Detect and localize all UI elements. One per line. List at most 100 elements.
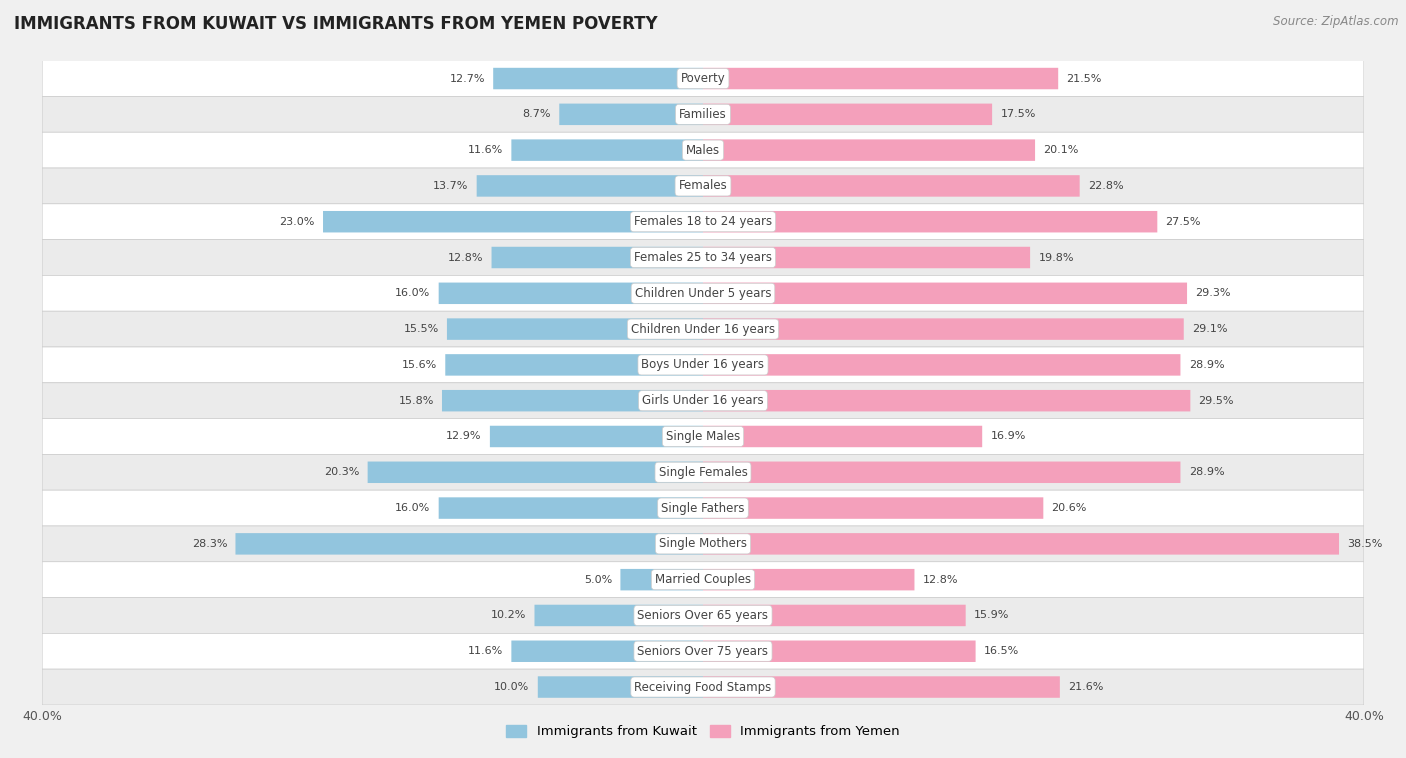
FancyBboxPatch shape (42, 490, 1364, 526)
FancyBboxPatch shape (477, 175, 703, 196)
Text: 10.2%: 10.2% (491, 610, 526, 621)
FancyBboxPatch shape (42, 132, 1364, 168)
Text: 16.0%: 16.0% (395, 503, 430, 513)
Text: Source: ZipAtlas.com: Source: ZipAtlas.com (1274, 15, 1399, 28)
Text: IMMIGRANTS FROM KUWAIT VS IMMIGRANTS FROM YEMEN POVERTY: IMMIGRANTS FROM KUWAIT VS IMMIGRANTS FRO… (14, 15, 658, 33)
Text: Females: Females (679, 180, 727, 193)
FancyBboxPatch shape (703, 354, 1181, 376)
Text: Single Males: Single Males (666, 430, 740, 443)
Text: 5.0%: 5.0% (583, 575, 612, 584)
FancyBboxPatch shape (42, 562, 1364, 597)
Text: 8.7%: 8.7% (523, 109, 551, 119)
Text: Receiving Food Stamps: Receiving Food Stamps (634, 681, 772, 694)
Text: Children Under 16 years: Children Under 16 years (631, 323, 775, 336)
Text: Girls Under 16 years: Girls Under 16 years (643, 394, 763, 407)
FancyBboxPatch shape (42, 383, 1364, 418)
FancyBboxPatch shape (42, 634, 1364, 669)
FancyBboxPatch shape (489, 426, 703, 447)
FancyBboxPatch shape (323, 211, 703, 233)
Text: 12.8%: 12.8% (447, 252, 484, 262)
FancyBboxPatch shape (492, 247, 703, 268)
FancyBboxPatch shape (42, 275, 1364, 312)
Text: 19.8%: 19.8% (1039, 252, 1074, 262)
Text: 28.3%: 28.3% (191, 539, 228, 549)
FancyBboxPatch shape (703, 569, 914, 590)
Text: 20.3%: 20.3% (323, 467, 360, 478)
FancyBboxPatch shape (367, 462, 703, 483)
Text: Married Couples: Married Couples (655, 573, 751, 586)
Text: 16.9%: 16.9% (990, 431, 1026, 441)
FancyBboxPatch shape (446, 354, 703, 376)
FancyBboxPatch shape (42, 454, 1364, 490)
Text: 15.8%: 15.8% (398, 396, 433, 406)
FancyBboxPatch shape (42, 168, 1364, 204)
FancyBboxPatch shape (534, 605, 703, 626)
Text: 17.5%: 17.5% (1001, 109, 1036, 119)
FancyBboxPatch shape (703, 641, 976, 662)
Text: 15.9%: 15.9% (974, 610, 1010, 621)
Text: Single Fathers: Single Fathers (661, 502, 745, 515)
Text: Children Under 5 years: Children Under 5 years (634, 287, 772, 300)
FancyBboxPatch shape (703, 247, 1031, 268)
Text: 20.1%: 20.1% (1043, 145, 1078, 155)
FancyBboxPatch shape (512, 641, 703, 662)
Text: 29.1%: 29.1% (1192, 324, 1227, 334)
Text: Males: Males (686, 143, 720, 157)
FancyBboxPatch shape (703, 67, 1059, 89)
FancyBboxPatch shape (703, 533, 1339, 555)
FancyBboxPatch shape (620, 569, 703, 590)
Text: 28.9%: 28.9% (1188, 467, 1225, 478)
FancyBboxPatch shape (703, 139, 1035, 161)
Text: 10.0%: 10.0% (495, 682, 530, 692)
Text: 15.5%: 15.5% (404, 324, 439, 334)
FancyBboxPatch shape (703, 318, 1184, 340)
Text: 16.0%: 16.0% (395, 288, 430, 299)
Text: 29.3%: 29.3% (1195, 288, 1230, 299)
Text: 20.6%: 20.6% (1052, 503, 1087, 513)
Text: 38.5%: 38.5% (1347, 539, 1382, 549)
Text: 11.6%: 11.6% (468, 145, 503, 155)
Text: 21.5%: 21.5% (1066, 74, 1102, 83)
FancyBboxPatch shape (441, 390, 703, 412)
FancyBboxPatch shape (447, 318, 703, 340)
FancyBboxPatch shape (560, 104, 703, 125)
FancyBboxPatch shape (703, 104, 993, 125)
Text: Single Mothers: Single Mothers (659, 537, 747, 550)
FancyBboxPatch shape (703, 211, 1157, 233)
Legend: Immigrants from Kuwait, Immigrants from Yemen: Immigrants from Kuwait, Immigrants from … (501, 719, 905, 744)
Text: 11.6%: 11.6% (468, 647, 503, 656)
FancyBboxPatch shape (703, 175, 1080, 196)
FancyBboxPatch shape (42, 418, 1364, 454)
Text: 22.8%: 22.8% (1088, 181, 1123, 191)
Text: Females 25 to 34 years: Females 25 to 34 years (634, 251, 772, 264)
Text: 29.5%: 29.5% (1198, 396, 1234, 406)
FancyBboxPatch shape (703, 605, 966, 626)
Text: Boys Under 16 years: Boys Under 16 years (641, 359, 765, 371)
Text: 28.9%: 28.9% (1188, 360, 1225, 370)
FancyBboxPatch shape (703, 426, 983, 447)
FancyBboxPatch shape (42, 96, 1364, 132)
FancyBboxPatch shape (703, 462, 1181, 483)
FancyBboxPatch shape (512, 139, 703, 161)
FancyBboxPatch shape (42, 526, 1364, 562)
FancyBboxPatch shape (439, 283, 703, 304)
FancyBboxPatch shape (42, 312, 1364, 347)
Text: 15.6%: 15.6% (402, 360, 437, 370)
FancyBboxPatch shape (42, 240, 1364, 275)
FancyBboxPatch shape (42, 597, 1364, 634)
Text: 21.6%: 21.6% (1069, 682, 1104, 692)
Text: 16.5%: 16.5% (984, 647, 1019, 656)
Text: Females 18 to 24 years: Females 18 to 24 years (634, 215, 772, 228)
Text: Seniors Over 75 years: Seniors Over 75 years (637, 645, 769, 658)
FancyBboxPatch shape (703, 676, 1060, 698)
FancyBboxPatch shape (42, 204, 1364, 240)
Text: Poverty: Poverty (681, 72, 725, 85)
FancyBboxPatch shape (703, 390, 1191, 412)
Text: 27.5%: 27.5% (1166, 217, 1201, 227)
FancyBboxPatch shape (439, 497, 703, 518)
FancyBboxPatch shape (703, 497, 1043, 518)
FancyBboxPatch shape (703, 283, 1187, 304)
FancyBboxPatch shape (42, 669, 1364, 705)
Text: 12.8%: 12.8% (922, 575, 959, 584)
FancyBboxPatch shape (235, 533, 703, 555)
